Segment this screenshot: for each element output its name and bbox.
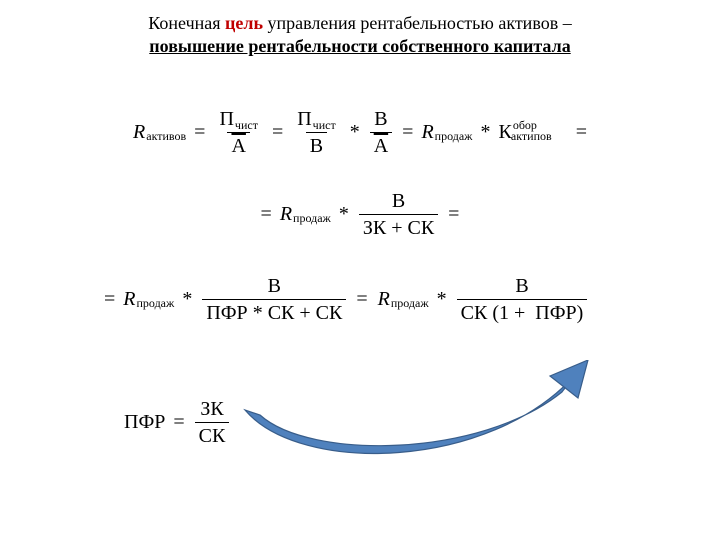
var-PFR: ПФР — [535, 302, 576, 324]
eq3-rprod-2: Rпродаж — [378, 288, 429, 311]
paren-left: ( — [492, 302, 499, 324]
sub-prodazh: продаж — [435, 129, 473, 144]
title-line2: повышение рентабельности собственного ка… — [149, 36, 570, 56]
var-P: П — [297, 108, 311, 130]
eq-sign: = — [576, 121, 587, 144]
plus-sign: + — [514, 302, 525, 324]
var-B: В — [264, 275, 285, 299]
var-R: R — [133, 121, 145, 144]
eq-sign: = — [194, 121, 205, 144]
title-red-word: цель — [225, 13, 263, 33]
frac-3: В А — [370, 108, 392, 157]
var-Abar: А — [231, 135, 245, 157]
sub-prodazh: продаж — [137, 296, 175, 311]
var-PFR: ПФР — [206, 302, 247, 324]
frac-1: Пчист А — [215, 108, 261, 157]
curved-arrow — [190, 360, 610, 480]
var-Abar: А — [374, 135, 388, 157]
var-R: R — [280, 203, 292, 226]
var-ZK: ЗК — [363, 217, 386, 239]
mult-sign: * — [253, 302, 263, 324]
var-R: R — [378, 288, 390, 311]
paren-right: ) — [577, 302, 584, 324]
mult-sign: * — [350, 121, 360, 144]
eq-sign: = — [402, 121, 413, 144]
title-part1: Конечная — [148, 13, 225, 33]
sub-chist: чист — [313, 118, 336, 132]
title-part2: управления рентабельностью активов – — [263, 13, 572, 33]
eq1-rprod: Rпродаж — [421, 121, 472, 144]
eq1-lhs: Rактивов — [133, 121, 186, 144]
var-SK: СК — [268, 302, 295, 324]
plus-sign: + — [299, 302, 310, 324]
eq-sign: = — [356, 288, 367, 311]
sub-chist: чист — [235, 118, 258, 132]
mult-sign: * — [339, 203, 349, 226]
frac-6: В СК (1 + ПФР) — [457, 275, 588, 324]
eq3-rprod-1: Rпродаж — [123, 288, 174, 311]
var-B: В — [370, 108, 391, 132]
equation-line-1: Rактивов = Пчист А = Пчист В * В А = Rпр… — [0, 108, 720, 157]
var-B: В — [306, 132, 327, 157]
var-PFR-cyr: ПФР — [124, 411, 165, 434]
frac-2: Пчист В — [293, 108, 339, 157]
equation-line-2: = Rпродаж * В ЗК + СК = — [0, 190, 720, 239]
eq-sign: = — [272, 121, 283, 144]
var-B: В — [388, 190, 409, 214]
arrow-head — [550, 360, 588, 398]
mult-sign: * — [437, 288, 447, 311]
var-P: П — [219, 108, 233, 130]
arrow-body — [245, 375, 575, 453]
mult-sign: * — [480, 121, 490, 144]
sub-prodazh: продаж — [391, 296, 429, 311]
var-B: В — [511, 275, 532, 299]
eq-sign: = — [104, 288, 115, 311]
plus-sign: + — [391, 217, 402, 239]
sub-aktivov: активов — [146, 129, 186, 144]
frac-5: В ПФР * СК + СК — [202, 275, 346, 324]
var-K: К — [498, 121, 511, 144]
var-SK: СК — [461, 302, 488, 324]
eq-sign: = — [173, 411, 184, 434]
eq-sign: = — [448, 203, 459, 226]
eq1-K: Коборактипов — [498, 121, 551, 144]
var-SK: СК — [316, 302, 343, 324]
mult-sign: * — [182, 288, 192, 311]
var-SK: СК — [407, 217, 434, 239]
eq-sign: = — [261, 203, 272, 226]
var-R: R — [421, 121, 433, 144]
const-one: 1 — [499, 302, 509, 324]
eq2-rprod: Rпродаж — [280, 203, 331, 226]
page-title: Конечная цель управления рентабельностью… — [0, 0, 720, 59]
var-R: R — [123, 288, 135, 311]
sub-prodazh: продаж — [293, 211, 331, 226]
sub-aktipov: актипов — [511, 129, 552, 144]
equation-line-3: = Rпродаж * В ПФР * СК + СК = Rпродаж * … — [0, 275, 720, 324]
frac-4: В ЗК + СК — [359, 190, 438, 239]
